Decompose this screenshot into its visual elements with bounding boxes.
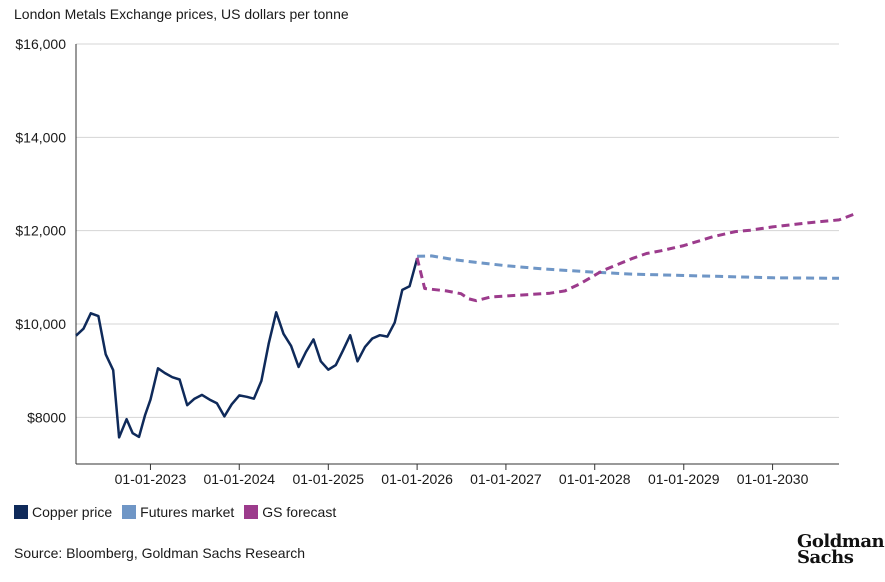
x-tick-label: 01-01-2027	[470, 471, 542, 487]
legend-label-gs-forecast: GS forecast	[262, 504, 337, 520]
copper-price-line	[75, 258, 419, 439]
legend-swatch-gs-forecast	[244, 505, 259, 519]
y-tick-label: $8000	[27, 409, 66, 425]
legend-swatch-futures	[122, 505, 137, 519]
goldman-sachs-logo: Goldman Sachs	[797, 531, 885, 568]
y-tick-label: $12,000	[15, 223, 66, 239]
legend-label-futures: Futures market	[140, 504, 235, 520]
y-tick-label: $16,000	[15, 36, 66, 52]
legend-item-copper: Copper price	[14, 504, 112, 520]
y-tick-label: $14,000	[15, 129, 66, 145]
legend-item-futures: Futures market	[122, 504, 234, 520]
logo-line-1: Goldman	[797, 531, 885, 552]
x-tick-label: 01-01-2028	[559, 471, 631, 487]
gs-forecast-line	[415, 212, 855, 303]
chart-subtitle: London Metals Exchange prices, US dollar…	[14, 6, 349, 22]
legend-label-copper: Copper price	[32, 504, 113, 520]
source-note: Source: Bloomberg, Goldman Sachs Researc…	[14, 545, 306, 561]
x-tick-label: 01-01-2024	[203, 471, 275, 487]
logo-line-2: Sachs	[797, 547, 854, 568]
x-tick-label: 01-01-2023	[115, 471, 187, 487]
y-tick-label: $10,000	[15, 316, 66, 332]
legend-swatch-copper	[14, 505, 28, 519]
x-tick-label: 01-01-2030	[737, 471, 809, 487]
legend-item-gs-forecast: GS forecast	[244, 504, 336, 520]
futures-market-line	[417, 254, 840, 280]
x-tick-label: 01-01-2026	[381, 471, 453, 487]
chart-canvas: $8000 $10,000 $12,000 $14,000 $16,000 01-01-2…	[15, 36, 855, 487]
x-tick-label: 01-01-2029	[648, 471, 720, 487]
x-tick-label: 01-01-2025	[292, 471, 364, 487]
legend: Copper price Futures market GS forecast	[14, 504, 336, 520]
